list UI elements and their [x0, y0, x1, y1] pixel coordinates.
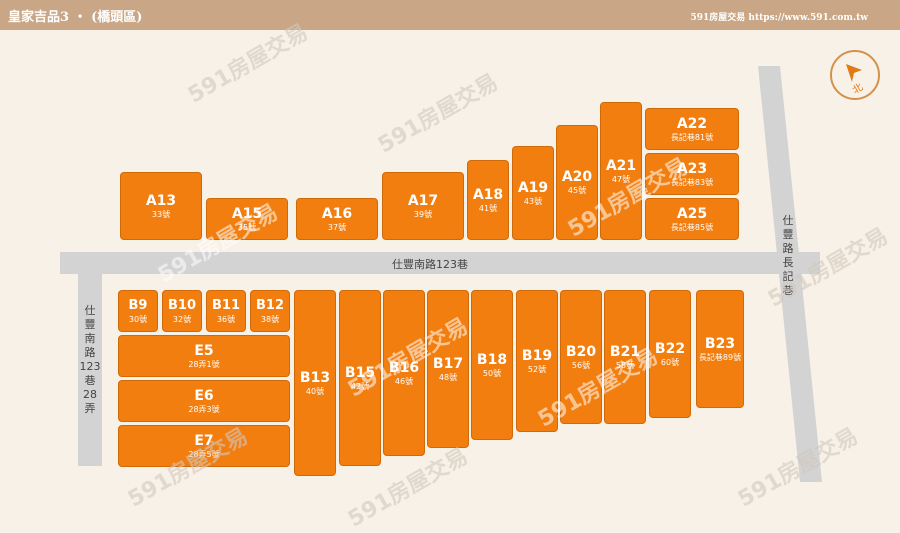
- road-main: [60, 252, 820, 274]
- lot-a25[interactable]: A25 長記巷85號: [645, 198, 739, 240]
- lot-a20[interactable]: A20 45號: [556, 125, 598, 240]
- lot-e6[interactable]: E6 28弄3號: [118, 380, 290, 422]
- lot-b13[interactable]: B13 40號: [294, 290, 336, 476]
- lot-b17[interactable]: B17 48號: [427, 290, 469, 448]
- road-left-label: 仕 豐 南 路 123 巷 28 弄: [79, 304, 101, 415]
- lot-a22[interactable]: A22 長記巷81號: [645, 108, 739, 150]
- road-main-label: 仕豐南路123巷: [392, 258, 468, 271]
- lot-b23[interactable]: B23 長記巷89號: [696, 290, 744, 408]
- lot-a17[interactable]: A17 39號: [382, 172, 464, 240]
- lot-a21[interactable]: A21 47號: [600, 102, 642, 240]
- lot-b15[interactable]: B15 42號: [339, 290, 381, 466]
- lot-b10[interactable]: B10 32號: [162, 290, 202, 332]
- lot-b18[interactable]: B18 50號: [471, 290, 513, 440]
- lot-b9[interactable]: B9 30號: [118, 290, 158, 332]
- lot-b12[interactable]: B12 38號: [250, 290, 290, 332]
- lot-b22[interactable]: B22 60號: [649, 290, 691, 418]
- north-arrow-icon: [846, 64, 862, 82]
- lot-b20[interactable]: B20 56號: [560, 290, 602, 424]
- compass: 北: [830, 50, 880, 100]
- lot-a18[interactable]: A18 41號: [467, 160, 509, 240]
- lot-b19[interactable]: B19 52號: [516, 290, 558, 432]
- header-bar: 皇家吉品3 ‧ (橋頭區) 591房屋交易 https://www.591.co…: [0, 0, 900, 30]
- road-right-label: 仕 豐 路 長 記 巷: [782, 214, 794, 297]
- lot-e5[interactable]: E5 28弄1號: [118, 335, 290, 377]
- lot-b11[interactable]: B11 36號: [206, 290, 246, 332]
- lot-a19[interactable]: A19 43號: [512, 146, 554, 240]
- page-title: 皇家吉品3 ‧ (橋頭區): [8, 10, 143, 25]
- lot-a16[interactable]: A16 37號: [296, 198, 378, 240]
- lot-b21[interactable]: B21 58號: [604, 290, 646, 424]
- lot-a23[interactable]: A23 長記巷83號: [645, 153, 739, 195]
- lot-b16[interactable]: B16 46號: [383, 290, 425, 456]
- lot-a13[interactable]: A13 33號: [120, 172, 202, 240]
- road-right: [758, 66, 822, 482]
- lot-e7[interactable]: E7 28弄5號: [118, 425, 290, 467]
- lot-a15[interactable]: A15 35號: [206, 198, 288, 240]
- road-left: [78, 272, 102, 466]
- brand-url: 591房屋交易 https://www.591.com.tw: [690, 13, 868, 23]
